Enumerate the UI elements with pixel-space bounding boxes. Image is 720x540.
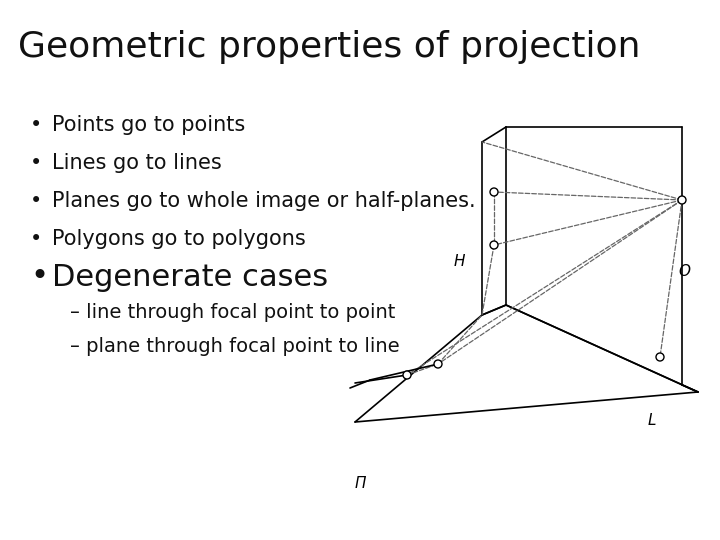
Text: – line through focal point to point: – line through focal point to point [70, 303, 395, 322]
Text: H: H [454, 254, 465, 269]
Text: •: • [30, 229, 42, 249]
Text: •: • [30, 262, 48, 292]
Text: Π: Π [354, 476, 366, 491]
Text: Planes go to whole image or half-planes.: Planes go to whole image or half-planes. [52, 191, 476, 211]
Text: – plane through focal point to line: – plane through focal point to line [70, 338, 400, 356]
Circle shape [656, 353, 664, 361]
Text: •: • [30, 115, 42, 135]
Circle shape [403, 371, 411, 379]
Circle shape [490, 241, 498, 249]
Text: Polygons go to polygons: Polygons go to polygons [52, 229, 306, 249]
Circle shape [678, 196, 686, 204]
Text: Geometric properties of projection: Geometric properties of projection [18, 30, 641, 64]
Text: Lines go to lines: Lines go to lines [52, 153, 222, 173]
Text: •: • [30, 153, 42, 173]
Text: L: L [647, 413, 656, 428]
Circle shape [490, 188, 498, 196]
Text: Degenerate cases: Degenerate cases [52, 262, 328, 292]
Text: •: • [30, 191, 42, 211]
Circle shape [434, 360, 442, 368]
Text: Points go to points: Points go to points [52, 115, 246, 135]
Text: O: O [678, 264, 690, 279]
